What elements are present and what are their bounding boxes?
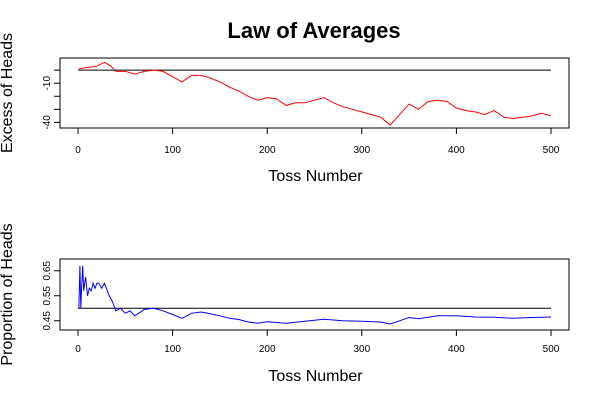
proportion-x-tick-label: 0 [75,344,81,355]
proportion-y-axis-label: Proportion of Heads [0,223,16,365]
proportion-y-tick-label: 0.55 [42,286,53,306]
excess-x-tick-label: 200 [259,145,276,156]
excess-plot-frame [59,57,570,129]
proportion-plot-frame [59,258,570,331]
figure-title: Law of Averages [227,18,400,43]
proportion-heads-panel: 0 100 200 300 400 500 0.45 0.55 0.65 Toss Number P… [0,223,570,385]
proportion-y-tick-label: 0.65 [42,261,53,281]
excess-x-tick-label: 100 [164,145,181,156]
proportion-x-tick-label: 500 [543,344,560,355]
excess-x-axis-label: Toss Number [268,168,363,185]
excess-y-tick-label: -40 [42,115,53,130]
proportion-x-tick-label: 200 [259,344,276,355]
excess-x-tick-label: 500 [543,145,560,156]
excess-series-line [78,61,552,126]
excess-x-tick-label: 0 [75,145,81,156]
excess-x-tick-label: 300 [353,145,370,156]
proportion-x-tick-label: 300 [353,344,370,355]
excess-heads-panel: 0 100 200 300 400 500 -40 -10 Toss Number Excess … [0,33,570,185]
proportion-x-tick-label: 400 [448,344,465,355]
excess-x-tick-label: 400 [448,145,465,156]
proportion-y-tick-label: 0.45 [42,311,53,331]
proportion-x-axis-label: Toss Number [268,368,363,385]
proportion-series-line [78,265,552,325]
excess-y-tick-label: -10 [42,76,53,91]
proportion-x-tick-label: 100 [164,344,181,355]
excess-y-axis-label: Excess of Heads [0,33,16,153]
